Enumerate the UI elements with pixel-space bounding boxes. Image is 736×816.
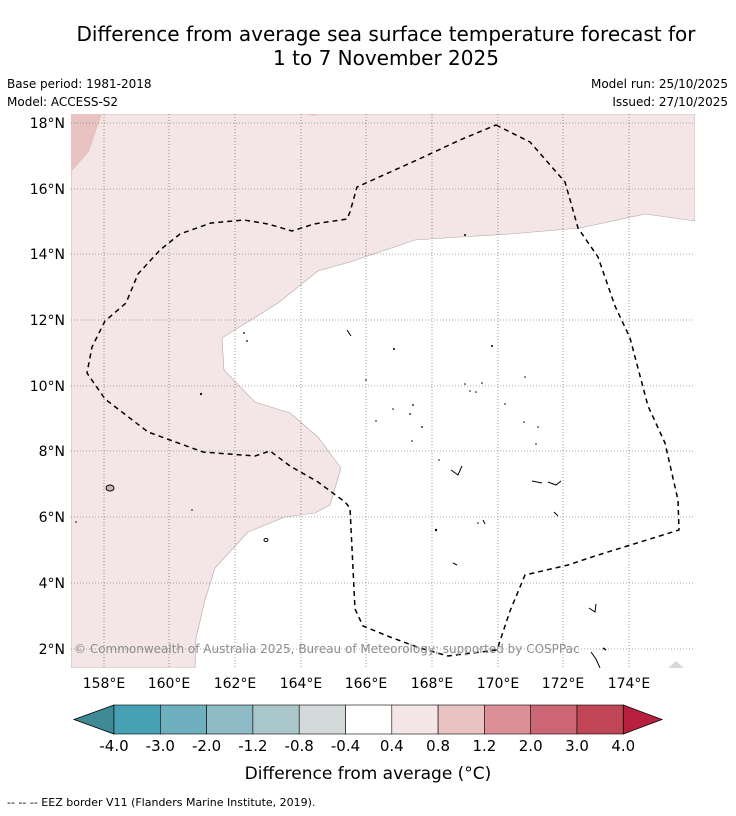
lat-label: 4°N [39,576,65,592]
lon-label: 170°E [477,676,520,692]
colorbar-tick-label: -2.0 [192,737,221,755]
colorbar-label: Difference from average (°C) [244,764,492,784]
colorbar-bin [160,704,207,735]
colorbar-bin [484,704,531,735]
lon-label: 168°E [411,676,454,692]
map-area [71,114,695,668]
colorbar-bin [252,704,300,735]
colorbar-tick-label: -0.4 [331,737,360,755]
issued-date: Issued: 27/10/2025 [612,95,728,109]
meta-right: Model run: 25/10/2025 Issued: 27/10/2025 [591,75,728,111]
title-line-1: Difference from average sea surface temp… [76,22,696,46]
colorbar-bin [113,704,161,735]
island [105,484,115,492]
eez-legend: -- -- -- EEZ border V11 (Flanders Marine… [7,796,316,809]
lon-label: 162°E [214,676,257,692]
anomaly-region-warm [71,114,695,668]
colorbar-tick-label: -3.0 [146,737,175,755]
anomaly-region-moderate [71,114,102,172]
colorbar-tick-label: 2.0 [519,737,543,755]
colorbar-tick-label: -4.0 [99,737,128,755]
colorbar-tick-label: -1.2 [238,737,267,755]
lon-label: 164°E [280,676,323,692]
lat-label: 10°N [30,379,65,395]
logo-mark [668,661,684,668]
lon-labels: 158°E 160°E 162°E 164°E 166°E 168°E 170°… [83,676,651,692]
lat-labels: 18°N 16°N 14°N 12°N 10°N 8°N 6°N 4°N 2°N [30,116,65,658]
title-line-2: 1 to 7 November 2025 [273,46,499,70]
lat-label: 8°N [39,444,65,460]
lon-label: 172°E [542,676,585,692]
eez-border [86,124,680,657]
colorbar-tick-label: -0.8 [285,737,314,755]
colorbar [72,704,664,735]
base-period: Base period: 1981-2018 [7,77,152,91]
lon-label: 174°E [608,676,651,692]
colorbar-bin [576,704,624,735]
meta-left: Base period: 1981-2018 Model: ACCESS-S2 [7,75,152,111]
colorbar-ticks: -4.0 -3.0 -2.0 -1.2 -0.8 -0.4 0.4 0.8 1.2 2.0 3.0 4… [99,737,635,755]
lon-label: 158°E [83,676,126,692]
lat-label: 2°N [39,642,65,658]
colorbar-over-arrow [622,704,664,735]
model-name: Model: ACCESS-S2 [7,95,119,109]
colorbar-bin [391,704,439,735]
copyright-notice: © Commonwealth of Australia 2025, Bureau… [74,642,580,656]
colorbar-bin [437,704,485,735]
colorbar-tick-label: 0.4 [380,737,404,755]
colorbar-under-arrow [72,704,115,735]
lat-label: 6°N [39,510,65,526]
colorbar-bin [298,704,346,735]
lat-label: 14°N [30,247,65,263]
colorbar-tick-label: 1.2 [472,737,496,755]
lon-gridlines [103,114,630,668]
lat-label: 12°N [30,313,65,329]
lat-label: 16°N [30,182,65,198]
lat-label: 18°N [30,116,65,132]
colorbar-bin [206,704,254,735]
colorbar-tick-label: 0.8 [426,737,450,755]
lat-gridlines [71,122,695,650]
colorbar-bin [345,704,393,735]
lon-label: 160°E [148,676,191,692]
colorbar-tick-label: 3.0 [565,737,589,755]
lon-label: 166°E [345,676,388,692]
colorbar-bin [530,704,578,735]
colorbar-tick-label: 4.0 [611,737,635,755]
chart-title: Difference from average sea surface temp… [40,22,732,70]
model-run: Model run: 25/10/2025 [590,77,728,91]
